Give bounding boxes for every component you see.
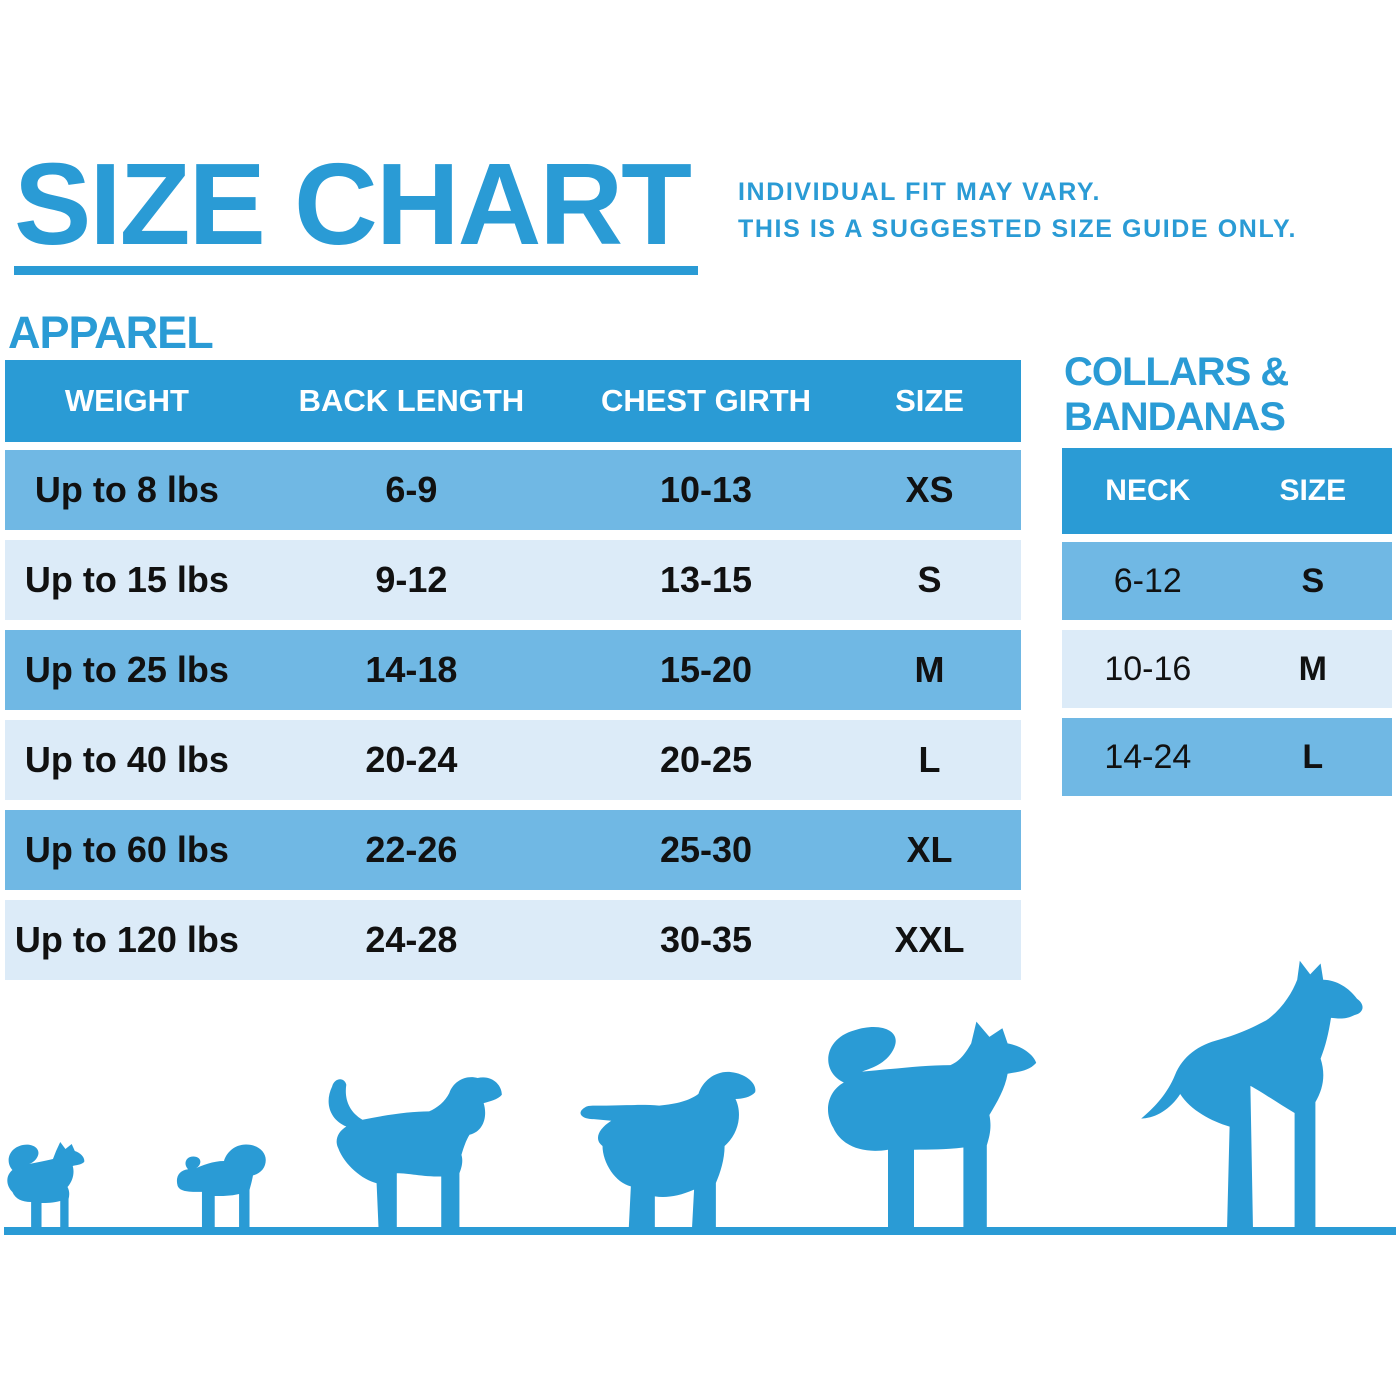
chest-girth-cell: 10-13: [659, 469, 753, 510]
size-cell: L: [1302, 737, 1324, 776]
neck-cell: 6-12: [1113, 561, 1182, 600]
disclaimer-line-2: THIS IS A SUGGESTED SIZE GUIDE ONLY.: [738, 215, 1298, 243]
husky-silhouette-icon: [827, 1021, 1037, 1230]
great-dane-silhouette-icon: [1141, 960, 1363, 1230]
table-row: 6-12 S: [1062, 542, 1392, 620]
collars-heading-line-1: COLLARS &: [1064, 350, 1289, 394]
table-row: Up to 15 lbs 9-12 13-15 S: [5, 540, 1021, 620]
table-row: Up to 25 lbs 14-18 15-20 M: [5, 630, 1021, 710]
size-cell: XS: [905, 469, 954, 510]
neck-cell: 10-16: [1104, 649, 1192, 688]
weight-cell: Up to 8 lbs: [34, 469, 219, 510]
chest-girth-cell: 30-35: [659, 919, 753, 960]
cocker-spaniel-silhouette-icon: [580, 1071, 756, 1230]
table-row: 14-24 L: [1062, 718, 1392, 796]
collars-header-neck: NECK: [1105, 474, 1191, 507]
weight-cell: Up to 25 lbs: [24, 649, 229, 690]
apparel-section-heading: APPAREL: [8, 307, 214, 358]
chest-girth-cell: 20-25: [659, 739, 753, 780]
pug-silhouette-icon: [176, 1144, 266, 1230]
collars-section-heading: COLLARS & BANDANAS: [1064, 350, 1289, 440]
apparel-size-table: WEIGHT BACK LENGTH CHEST GIRTH SIZE Up t…: [5, 360, 1021, 980]
collars-heading-line-2: BANDANAS: [1064, 395, 1286, 439]
collars-table-header-row: NECK SIZE: [1062, 448, 1392, 534]
size-cell: XXL: [894, 919, 965, 960]
back-length-cell: 22-26: [365, 829, 458, 870]
weight-cell: Up to 40 lbs: [24, 739, 229, 780]
collars-header-size: SIZE: [1279, 474, 1347, 507]
back-length-cell: 9-12: [375, 559, 448, 600]
pomeranian-silhouette-icon: [7, 1142, 85, 1230]
table-row: Up to 60 lbs 22-26 25-30 XL: [5, 810, 1021, 890]
table-row: 10-16 M: [1062, 630, 1392, 708]
weight-cell: Up to 120 lbs: [14, 919, 239, 960]
apparel-header-size: SIZE: [895, 383, 964, 418]
disclaimer-line-1: INDIVIDUAL FIT MAY VARY.: [738, 178, 1101, 206]
apparel-header-back-length: BACK LENGTH: [298, 383, 525, 418]
back-length-cell: 14-18: [365, 649, 458, 690]
apparel-table-header-row: WEIGHT BACK LENGTH CHEST GIRTH SIZE: [5, 360, 1021, 442]
table-row: Up to 120 lbs 24-28 30-35 XXL: [5, 900, 1021, 980]
back-length-cell: 24-28: [365, 919, 458, 960]
page-title: SIZE CHART: [14, 146, 698, 275]
disclaimer-text: INDIVIDUAL FIT MAY VARY. THIS IS A SUGGE…: [738, 174, 1297, 248]
chest-girth-cell: 15-20: [659, 649, 753, 690]
beagle-silhouette-icon: [328, 1077, 502, 1230]
weight-cell: Up to 60 lbs: [24, 829, 229, 870]
collars-size-table: NECK SIZE 6-12 S 10-16 M 14-24 L: [1062, 448, 1392, 796]
chest-girth-cell: 25-30: [659, 829, 753, 870]
size-cell: XL: [906, 829, 953, 870]
dog-size-comparison-graphic: [4, 960, 1396, 1235]
ground-line: [4, 1227, 1396, 1235]
size-cell: S: [1301, 561, 1325, 600]
apparel-header-chest-girth: CHEST GIRTH: [600, 383, 812, 418]
neck-cell: 14-24: [1104, 737, 1192, 776]
size-cell: S: [917, 559, 942, 600]
size-cell: L: [918, 739, 941, 780]
size-cell: M: [1298, 649, 1327, 688]
table-row: Up to 8 lbs 6-9 10-13 XS: [5, 450, 1021, 530]
weight-cell: Up to 15 lbs: [24, 559, 229, 600]
table-row: Up to 40 lbs 20-24 20-25 L: [5, 720, 1021, 800]
apparel-header-weight: WEIGHT: [64, 383, 189, 418]
back-length-cell: 6-9: [385, 469, 438, 510]
back-length-cell: 20-24: [365, 739, 458, 780]
size-cell: M: [914, 649, 945, 690]
chest-girth-cell: 13-15: [659, 559, 753, 600]
